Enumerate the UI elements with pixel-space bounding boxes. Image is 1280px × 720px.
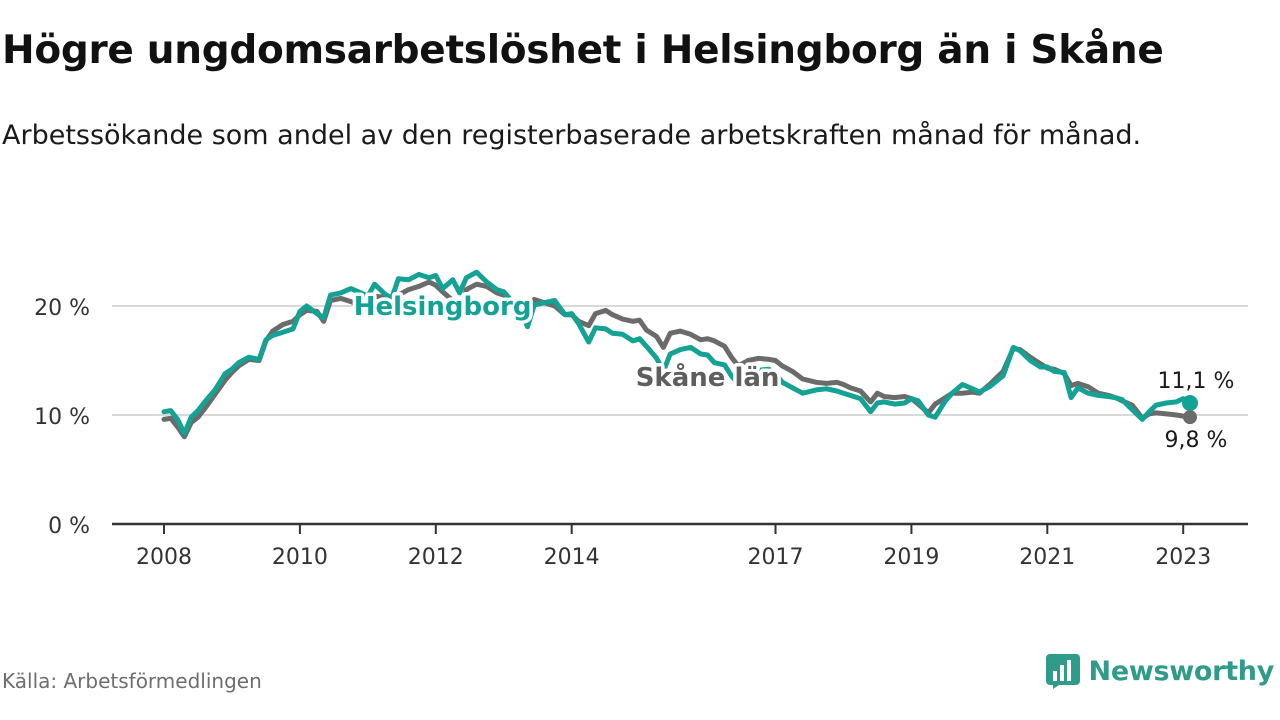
chart-subtitle: Arbetssökande som andel av den registerb… (2, 120, 1142, 151)
x-tick-label: 2008 (136, 545, 192, 570)
x-tick-label: 2014 (544, 545, 600, 570)
series-line-helsingborg (161, 269, 1193, 436)
end-value-label: 11,1 % (1158, 369, 1235, 394)
axes: 0 % 10 % 20 % 2008 2010 2012 2014 2017 2019 2021 2… (34, 296, 1248, 570)
y-tick-label: 20 % (34, 296, 90, 321)
brand-name: Newsworthy (1088, 655, 1275, 687)
series-label: Skåne län (636, 361, 780, 393)
brand-logo[interactable]: Newsworthy (1045, 653, 1274, 689)
grid-lines (112, 305, 1248, 416)
y-tick-label: 10 % (34, 405, 90, 430)
series-label: Helsingborg (354, 292, 532, 322)
chart-title: Högre ungdomsarbetslöshet i Helsingborg … (2, 28, 1164, 73)
x-tick-label: 2012 (408, 545, 464, 570)
end-point (1182, 395, 1198, 412)
line-chart: 0 % 10 % 20 % 2008 2010 2012 2014 2017 2019 2021 2… (34, 269, 1248, 570)
y-tick-label: 0 % (48, 514, 90, 539)
x-tick-label: 2019 (883, 545, 939, 570)
bar-chart-logo-icon (1045, 654, 1080, 689)
x-tick-label: 2017 (748, 545, 804, 570)
end-point (1183, 410, 1197, 425)
series-labels: Skåne län Helsingborg 9,8 % 11,1 % (350, 289, 1237, 456)
x-tick-label: 2023 (1155, 545, 1211, 570)
x-tick-label: 2010 (272, 545, 328, 570)
source-note: Källa: Arbetsförmedlingen (2, 669, 262, 693)
series-lines (161, 269, 1193, 440)
end-value-label: 9,8 % (1165, 428, 1228, 453)
x-tick-label: 2021 (1019, 545, 1075, 570)
